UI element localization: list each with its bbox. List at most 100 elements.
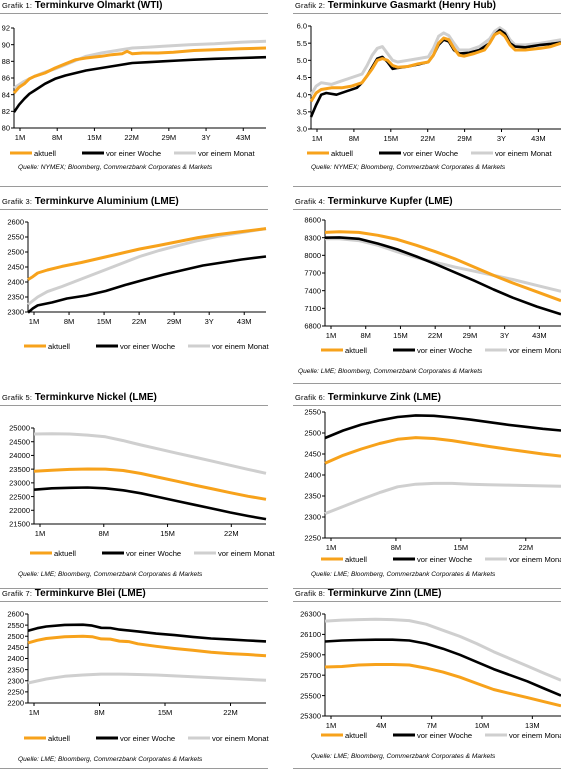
chart-panel-g2: Grafik 2: Terminkurve Gasmarkt (Henry Hu… <box>293 0 561 196</box>
chart-title: Grafik 1: Terminkurve Ölmarkt (WTI) <box>2 0 162 11</box>
y-tick-label: 7100 <box>304 304 321 313</box>
x-tick-label: 8M <box>64 317 74 326</box>
y-tick-label: 7400 <box>304 286 321 295</box>
legend-label-monat: vor einem Monat <box>509 731 561 740</box>
y-tick-label: 3.5 <box>297 108 307 117</box>
series-line-monat <box>33 432 267 475</box>
x-tick-label: 29M <box>167 317 182 326</box>
x-tick-label: 15M <box>158 708 173 717</box>
y-tick-label: 24000 <box>9 451 30 460</box>
legend-label-aktuell: aktuell <box>331 149 353 158</box>
y-tick-label: 24500 <box>9 437 30 446</box>
x-tick-label: 43M <box>237 317 252 326</box>
y-tick-label: 8600 <box>304 216 321 225</box>
legend-label-aktuell: aktuell <box>48 342 70 351</box>
series-line-aktuell <box>324 663 561 708</box>
y-tick-label: 2300 <box>304 513 321 522</box>
chart-svg: 2200 2250 2300 2350 2400 2450 2500 2550 2600 1M 8M… <box>7 610 269 743</box>
x-tick-label: 1M <box>15 133 25 142</box>
y-tick-label: 90 <box>2 40 10 49</box>
x-tick-label: 1M <box>29 708 39 717</box>
chart-panel-g7: Grafik 7: Terminkurve Blei (LME) 2200 2250… <box>0 588 269 784</box>
x-tick-label: 22M <box>124 133 139 142</box>
y-tick-label: 2500 <box>7 632 24 641</box>
chart-svg: 6800 7100 7400 7700 8000 8300 8600 1M 8M 15M 22M 29… <box>304 216 561 355</box>
y-tick-label: 2400 <box>7 654 24 663</box>
series-line-aktuell <box>324 436 561 465</box>
chart-source: Quelle: LME; Bloomberg, Commerzbank Corp… <box>311 571 496 578</box>
legend-label-aktuell: aktuell <box>345 731 367 740</box>
y-tick-label: 6800 <box>304 322 321 331</box>
y-tick-label: 86 <box>2 74 10 83</box>
y-tick-label: 21500 <box>9 520 30 529</box>
chart-panel-g3: Grafik 3: Terminkurve Aluminium (LME) 230… <box>0 196 269 392</box>
y-tick-label: 25300 <box>300 712 321 721</box>
series-line-monat <box>325 237 561 293</box>
x-tick-label: 22M <box>224 529 239 538</box>
y-tick-label: 6.0 <box>297 22 307 31</box>
title-rule <box>293 601 561 602</box>
x-tick-label: 43M <box>236 133 251 142</box>
x-tick-label: 10M <box>475 721 490 730</box>
series-line-monat <box>27 672 267 685</box>
x-tick-label: 8M <box>52 133 62 142</box>
series-line-aktuell <box>324 230 561 303</box>
title-rule <box>293 209 561 210</box>
title-rule <box>293 405 561 406</box>
x-tick-label: 1M <box>312 134 322 143</box>
y-tick-label: 2550 <box>7 621 24 630</box>
legend-label-monat: vor einem Monat <box>198 149 255 158</box>
chart-title-prefix: Grafik 4: <box>295 197 326 206</box>
chart-title-text: Terminkurve Blei (LME) <box>34 588 146 599</box>
y-tick-label: 2300 <box>7 308 24 317</box>
x-tick-label: 3Y <box>497 134 506 143</box>
title-rule <box>0 13 268 14</box>
y-tick-label: 25900 <box>300 651 321 660</box>
bottom-rule <box>0 186 268 187</box>
x-tick-label: 43M <box>531 134 546 143</box>
y-tick-label: 2350 <box>304 492 321 501</box>
chart-svg: 25300 25500 25700 25900 26100 26300 1M 4M 7M 10M 1… <box>300 610 561 740</box>
x-tick-label: 1M <box>35 529 45 538</box>
chart-title: Grafik 3: Terminkurve Aluminium (LME) <box>2 196 179 207</box>
bottom-rule <box>293 768 561 769</box>
chart-title-text: Terminkurve Nickel (LME) <box>34 392 157 403</box>
chart-svg: 2300 2350 2400 2450 2500 2550 2600 1M 8M 15M 22M 29… <box>7 218 269 351</box>
series-line-woche <box>27 255 267 314</box>
series-line-monat <box>324 481 561 515</box>
y-tick-label: 22000 <box>9 506 30 515</box>
chart-title-prefix: Grafik 3: <box>2 197 33 206</box>
series-line-woche <box>324 638 561 697</box>
bottom-rule <box>293 588 561 589</box>
series-line-aktuell <box>33 467 267 501</box>
x-tick-label: 15M <box>160 529 175 538</box>
x-tick-label: 4M <box>376 721 386 730</box>
y-tick-label: 2450 <box>7 643 24 652</box>
series-line-woche <box>324 236 561 316</box>
chart-title-prefix: Grafik 1: <box>2 1 33 10</box>
chart-title-text: Terminkurve Aluminium (LME) <box>34 196 179 207</box>
series-line-monat <box>309 26 561 96</box>
x-tick-label: 1M <box>326 543 336 552</box>
x-tick-label: 1M <box>29 317 39 326</box>
y-tick-label: 2500 <box>304 429 321 438</box>
x-tick-label: 22M <box>223 708 238 717</box>
chart-title-text: Terminkurve Zink (LME) <box>327 392 441 403</box>
title-rule <box>0 601 268 602</box>
chart-panel-g8: Grafik 8: Terminkurve Zinn (LME) 25300 255… <box>293 588 561 784</box>
legend-label-woche: vor einer Woche <box>417 346 472 355</box>
legend-label-aktuell: aktuell <box>34 149 56 158</box>
chart-title-text: Terminkurve Kupfer (LME) <box>327 196 453 207</box>
bottom-rule <box>293 186 561 187</box>
x-tick-label: 29M <box>463 331 478 340</box>
chart-title: Grafik 2: Terminkurve Gasmarkt (Henry Hu… <box>295 0 496 11</box>
y-tick-label: 84 <box>2 90 10 99</box>
chart-title: Grafik 6: Terminkurve Zink (LME) <box>295 392 441 403</box>
chart-source: Quelle: LME; Bloomberg, Commerzbank Corp… <box>298 368 483 375</box>
x-tick-label: 22M <box>428 331 443 340</box>
bottom-rule <box>0 768 268 769</box>
y-tick-label: 4.5 <box>297 73 307 82</box>
legend-label-aktuell: aktuell <box>345 346 367 355</box>
legend-label-monat: vor einem Monat <box>495 149 552 158</box>
